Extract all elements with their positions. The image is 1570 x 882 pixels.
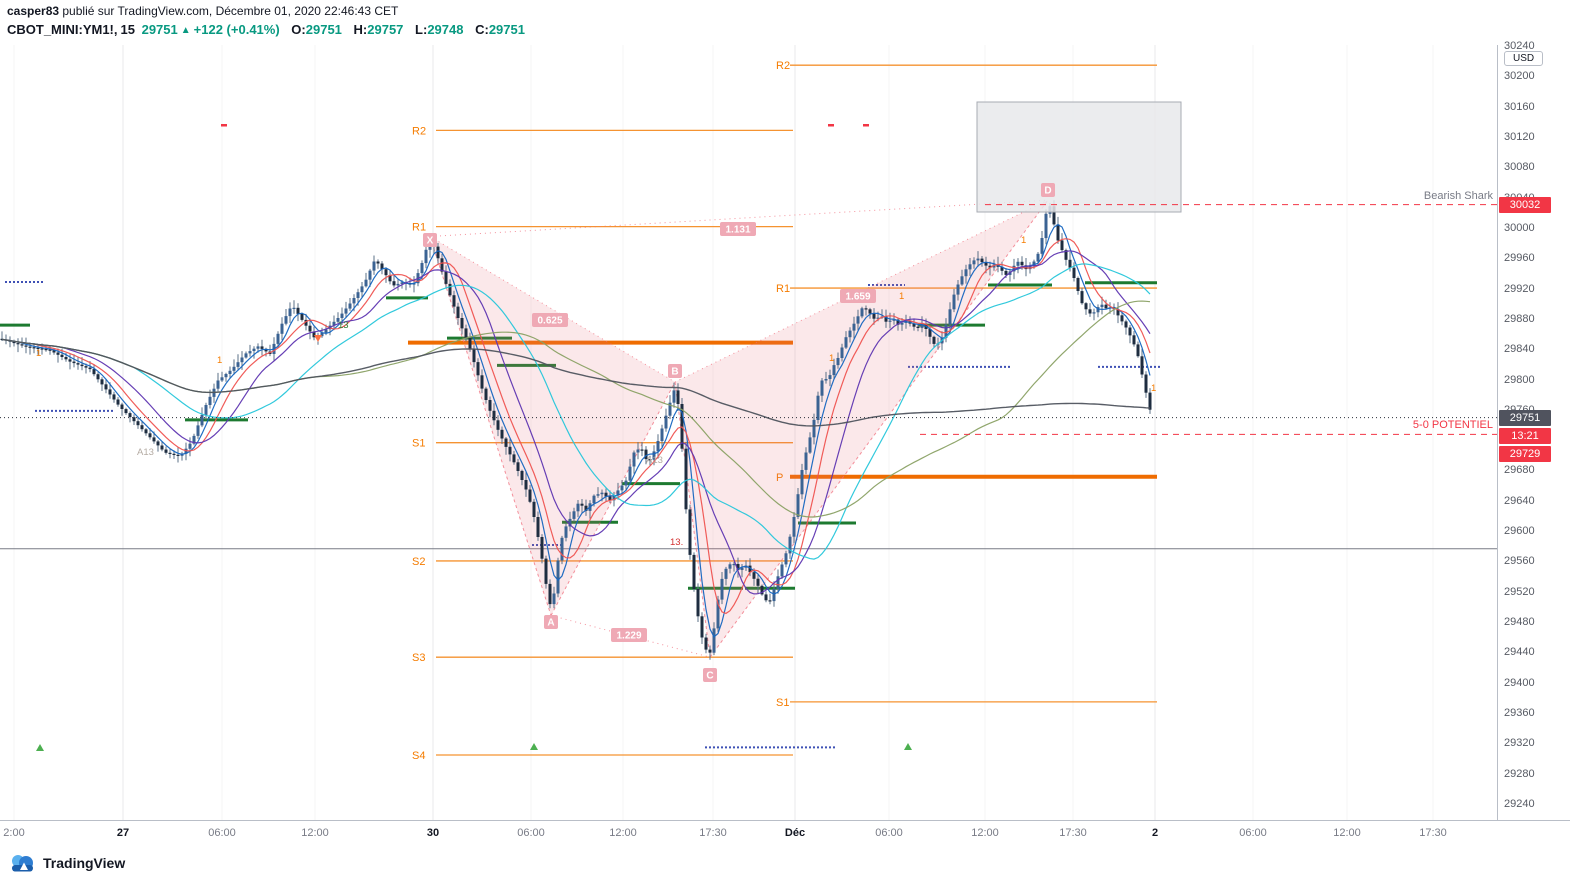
tradingview-brand-text: TradingView <box>43 854 126 871</box>
current-price-badge: 29751 <box>1499 409 1551 426</box>
svg-text:1: 1 <box>217 355 222 366</box>
svg-text:R1: R1 <box>776 283 790 295</box>
five-zero-price-badge: 29729 <box>1499 445 1551 462</box>
pattern-labels: X A B C D 0.625 1.131 1.229 1.659 <box>423 183 1055 682</box>
bearish-shark-label: Bearish Shark <box>1423 189 1493 202</box>
svg-text:13: 13 <box>338 320 349 331</box>
low-value: 29748 <box>427 22 464 37</box>
pivot-levels: R2 R1 S1 S2 S3 S4 R2 R1 P S1 <box>408 60 1157 762</box>
svg-text:1.131: 1.131 <box>725 225 750 236</box>
time-label: 17:30 <box>1059 827 1087 839</box>
svg-text:1: 1 <box>899 291 904 302</box>
interval-value: 15 <box>120 22 135 37</box>
time-axis[interactable]: 2:00 27 06:00 12:00 30 06:00 12:00 17:30 Déc 06:0… <box>0 820 1570 849</box>
symbol-line: CBOT_MINI:YM1!, 15 29751 ▲ +122 (+0.41%) O:… <box>7 22 528 39</box>
high-value: 29757 <box>367 22 404 37</box>
svg-text:C: C <box>706 671 713 682</box>
open-label: O: <box>291 22 306 37</box>
svg-text:S2: S2 <box>412 556 425 568</box>
svg-text:0.625: 0.625 <box>537 316 562 327</box>
bearish-shark-price-badge: 30032 <box>1499 196 1551 213</box>
svg-text:R1: R1 <box>412 222 426 234</box>
svg-text:S1: S1 <box>412 438 425 450</box>
overlay-box <box>976 101 1182 213</box>
svg-text:S1: S1 <box>776 697 789 709</box>
svg-text:1.659: 1.659 <box>845 292 870 303</box>
svg-text:1: 1 <box>829 353 834 364</box>
time-label: 2:00 <box>3 827 25 839</box>
close-value: 29751 <box>488 22 525 37</box>
svg-text:1.229: 1.229 <box>616 631 641 642</box>
time-label: 30 <box>426 827 440 839</box>
time-label: 06:00 <box>1239 827 1267 839</box>
alert-levels <box>920 204 1497 435</box>
svg-text:S3: S3 <box>412 652 425 664</box>
svg-text:1: 1 <box>1151 383 1156 394</box>
time-label: 06:00 <box>875 827 903 839</box>
author-name: casper83 <box>7 4 60 18</box>
low-label: L: <box>415 22 428 37</box>
publish-info: publié sur TradingView.com, Décembre 01,… <box>59 4 399 18</box>
svg-text:13.: 13. <box>670 537 683 548</box>
time-label: 12:00 <box>609 827 637 839</box>
svg-text:D: D <box>1044 186 1051 197</box>
svg-text:1: 1 <box>36 348 41 359</box>
moving-average-lines <box>1 223 1151 638</box>
time-label: 12:00 <box>971 827 999 839</box>
time-label: 17:30 <box>699 827 727 839</box>
svg-text:S4: S4 <box>412 750 425 762</box>
tradingview-logo-icon <box>12 855 33 872</box>
five-zero-label: 5-0 POTENTIEL <box>1412 419 1493 432</box>
time-label: 06:00 <box>208 827 236 839</box>
price-change: +122 (+0.41%) <box>193 22 280 37</box>
last-price: 29751 <box>141 22 178 37</box>
svg-text:R2: R2 <box>776 60 790 72</box>
time-label: 12:00 <box>1333 827 1361 839</box>
time-label: 12:00 <box>301 827 329 839</box>
svg-text:A13: A13 <box>646 455 663 466</box>
svg-text:A13: A13 <box>137 447 154 458</box>
header: casper83 publié sur TradingView.com, Déc… <box>7 4 528 39</box>
svg-text:P: P <box>776 472 783 484</box>
bar-countdown-badge: 13:21 <box>1499 427 1551 444</box>
svg-text:R2: R2 <box>412 125 426 137</box>
symbol-name: CBOT_MINI:YM1!, <box>7 22 118 37</box>
time-label: 06:00 <box>517 827 545 839</box>
tradingview-attribution[interactable]: TradingView <box>10 853 125 872</box>
time-label: 17:30 <box>1419 827 1447 839</box>
time-label: 2 <box>1151 827 1159 839</box>
svg-text:1: 1 <box>1021 235 1026 246</box>
time-label: Déc <box>784 827 806 839</box>
harmonic-pattern <box>429 199 1049 658</box>
currency-button[interactable]: USD <box>1504 51 1544 66</box>
high-label: H: <box>353 22 368 37</box>
indicator-marks: 13 13. A13 A13 1 1 1 1 1 1 <box>36 124 1156 751</box>
publish-line: casper83 publié sur TradingView.com, Déc… <box>7 4 528 18</box>
svg-text:A: A <box>547 618 554 629</box>
up-arrow-icon: ▲ <box>180 25 191 36</box>
svg-text:X: X <box>427 236 434 247</box>
open-value: 29751 <box>305 22 342 37</box>
time-label: 27 <box>116 827 130 839</box>
close-label: C: <box>475 22 489 37</box>
svg-text:B: B <box>671 367 678 378</box>
